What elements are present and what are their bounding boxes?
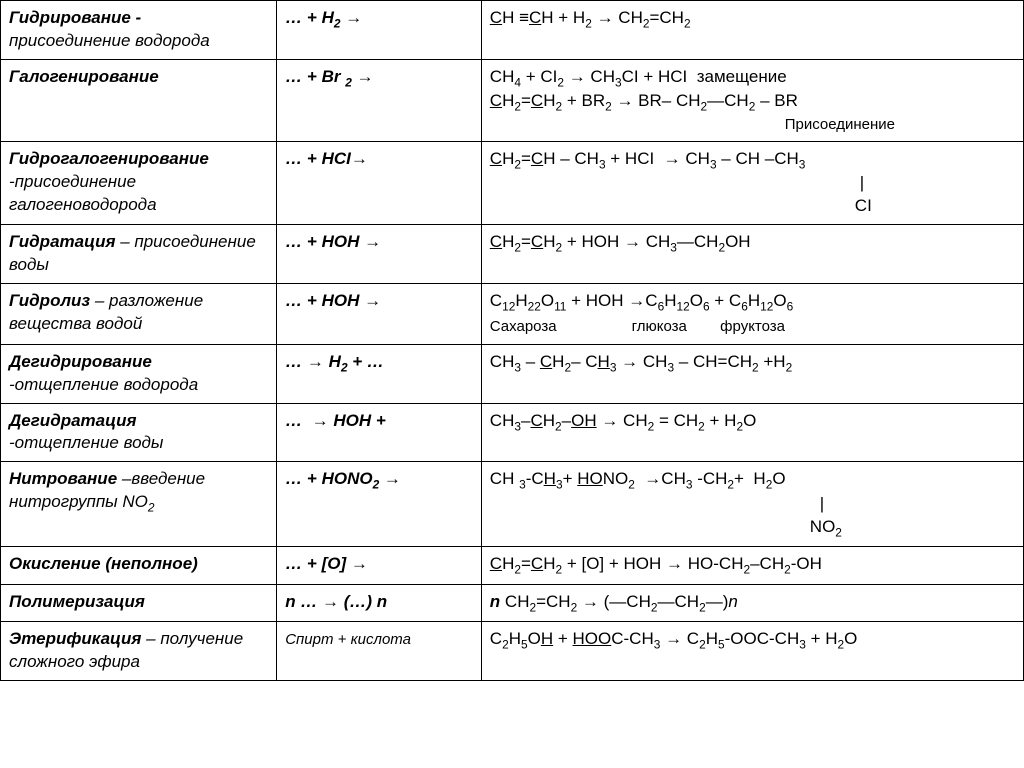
reaction-example: CH4 + CI2 → CH3CI + HCI замещениеCH2=CH2… [481, 59, 1023, 141]
reaction-scheme: … + HOH → [277, 225, 482, 284]
reactions-table: Гидрирование -присоединение водорода… + … [0, 0, 1024, 681]
table-row: Дегидратация-отщепление воды… → HOH +CH3… [1, 403, 1024, 462]
reaction-term: Нитрование –введение нитрогруппы NO2 [1, 462, 277, 547]
reaction-scheme: … + Br 2 → [277, 59, 482, 141]
table-row: Гидрирование -присоединение водорода… + … [1, 1, 1024, 60]
reaction-example: C12H22O11 + HOH →C6H12O6 + C6H12O6Сахаро… [481, 284, 1023, 344]
reaction-scheme: … + HCI→ [277, 142, 482, 225]
reaction-term: Дегидратация-отщепление воды [1, 403, 277, 462]
reaction-scheme: Спирт + кислота [277, 622, 482, 681]
table-row: Нитрование –введение нитрогруппы NO2… + … [1, 462, 1024, 547]
reaction-example: CH 3-CH3+ HONO2 →CH3 -CH2+ H2O|NO2 [481, 462, 1023, 547]
reaction-scheme: … + H2 → [277, 1, 482, 60]
reaction-term: Гидрогалогенирование-присоединение галог… [1, 142, 277, 225]
reaction-term: Гидрирование -присоединение водорода [1, 1, 277, 60]
table-row: Дегидрирование-отщепление водорода… → H2… [1, 344, 1024, 403]
reaction-term: Гидролиз – разложение вещества водой [1, 284, 277, 344]
reaction-example: CH3 – CH2– CH3 → CH3 – CH=CH2 +H2 [481, 344, 1023, 403]
reaction-example: n CH2=CH2 → (—CH2—CH2—)n [481, 584, 1023, 621]
table-row: Гидрогалогенирование-присоединение галог… [1, 142, 1024, 225]
table-row: Гидратация – присоединение воды… + HOH →… [1, 225, 1024, 284]
reaction-scheme: … → HOH + [277, 403, 482, 462]
reaction-scheme: … + [O] → [277, 547, 482, 584]
reaction-term: Окисление (неполное) [1, 547, 277, 584]
reaction-term: Этерификация – получение сложного эфира [1, 622, 277, 681]
table-row: Галогенирование… + Br 2 →CH4 + CI2 → CH3… [1, 59, 1024, 141]
reaction-example: CH3–CH2–OH → CH2 = CH2 + H2O [481, 403, 1023, 462]
reaction-example: CH2=CH2 + HOH → CH3—CH2OH [481, 225, 1023, 284]
table-row: Окисление (неполное)… + [O] →CH2=CH2 + [… [1, 547, 1024, 584]
reaction-scheme: n … → (…) n [277, 584, 482, 621]
reaction-scheme: … → H2 + … [277, 344, 482, 403]
reaction-example: CH ≡CH + H2 → CH2=CH2 [481, 1, 1023, 60]
reaction-term: Полимеризация [1, 584, 277, 621]
reaction-example: CH2=CH2 + [O] + HOH → HO-CH2–CH2-OH [481, 547, 1023, 584]
reaction-example: C2H5OH + HOOC-CH3 → C2H5-OOC-CH3 + H2O [481, 622, 1023, 681]
table-row: Полимеризацияn … → (…) nn CH2=CH2 → (—CH… [1, 584, 1024, 621]
reaction-scheme: … + HOH → [277, 284, 482, 344]
reaction-scheme: … + HONO2 → [277, 462, 482, 547]
reaction-term: Гидратация – присоединение воды [1, 225, 277, 284]
table-row: Этерификация – получение сложного эфираС… [1, 622, 1024, 681]
reaction-term: Галогенирование [1, 59, 277, 141]
reaction-example: CH2=CH – CH3 + HCI → CH3 – CH –CH3|CI [481, 142, 1023, 225]
reaction-term: Дегидрирование-отщепление водорода [1, 344, 277, 403]
table-row: Гидролиз – разложение вещества водой… + … [1, 284, 1024, 344]
